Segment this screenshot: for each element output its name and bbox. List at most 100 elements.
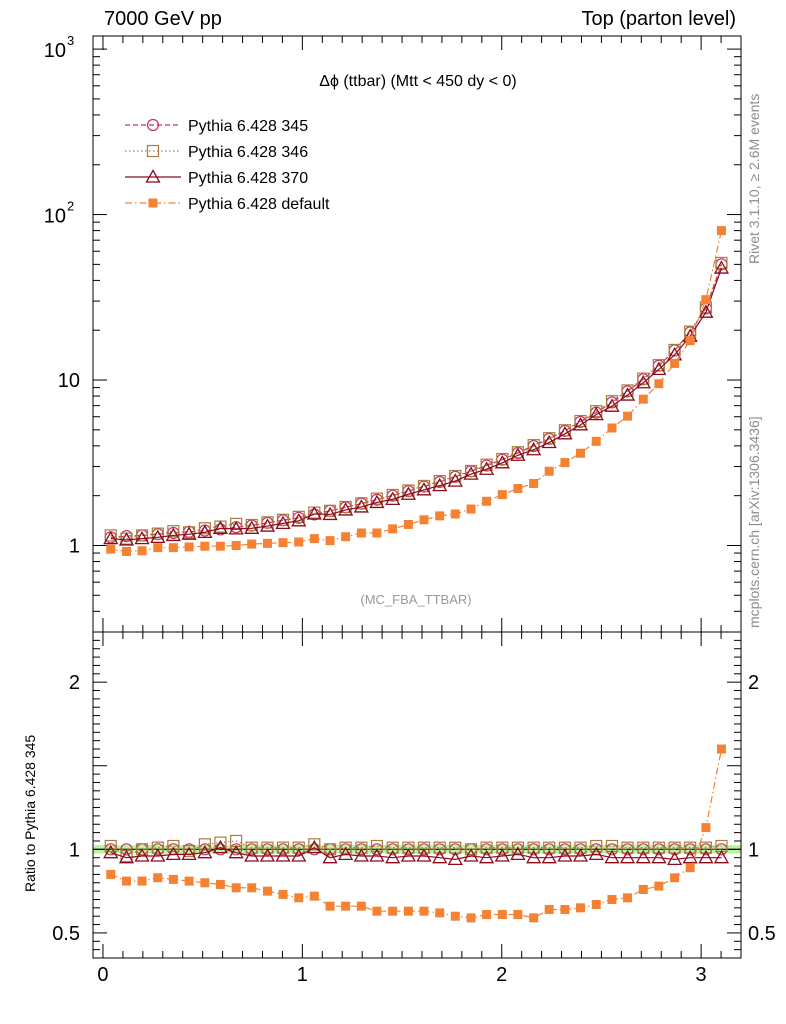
ratio-data-point: [432, 849, 448, 864]
main-data-point: [386, 488, 399, 502]
legend-marker: [146, 118, 160, 132]
ratio-data-point: [480, 841, 493, 854]
ratio-data-point: [306, 839, 322, 854]
main-data-point: [588, 406, 604, 421]
x-tick-label: 1: [297, 964, 308, 986]
ratio-data-point: [635, 849, 651, 864]
ratio-data-point: [575, 903, 585, 913]
ratio-data-point: [482, 910, 492, 920]
main-data-point: [510, 447, 526, 461]
main-data-point: [134, 530, 150, 545]
ratio-data-point: [150, 848, 166, 862]
legend-marker: [146, 144, 160, 158]
main-data-point: [496, 452, 509, 466]
main-data-point: [511, 446, 524, 459]
main-data-point: [557, 425, 573, 440]
y-tick-label-right: 0.5: [748, 923, 776, 945]
ratio-data-point: [698, 849, 714, 864]
main-data-point: [544, 466, 554, 476]
main-data-point: [341, 532, 351, 542]
main-data-point: [121, 546, 131, 556]
ratio-data-point: [231, 883, 241, 893]
main-data-point: [325, 536, 335, 546]
ratio-data-point: [197, 844, 213, 859]
main-data-point: [591, 436, 601, 446]
analysis-watermark: (MC_FBA_TTBAR): [360, 592, 471, 607]
main-data-point: [200, 541, 210, 551]
ratio-series-line-3: [110, 748, 723, 919]
ratio-data-point: [134, 848, 150, 862]
main-data-point: [103, 530, 119, 545]
ratio-data-point: [572, 848, 589, 862]
main-data-point: [338, 502, 354, 516]
y-tick-exponent: 3: [67, 33, 74, 48]
main-data-point: [231, 540, 241, 550]
ratio-data-point: [637, 841, 650, 854]
main-data-point: [228, 521, 244, 535]
ratio-data-point: [435, 908, 445, 918]
main-data-point: [670, 358, 680, 368]
main-data-point: [638, 394, 648, 404]
main-data-point: [433, 474, 446, 488]
ratio-data-point: [558, 841, 572, 854]
legend-marker: [148, 198, 158, 208]
main-data-point: [294, 537, 304, 547]
main-data-point: [165, 527, 181, 542]
ratio-data-point: [623, 893, 633, 903]
main-data-point: [526, 441, 542, 456]
ratio-data-point: [386, 841, 399, 854]
main-data-point: [716, 226, 726, 236]
ratio-data-point: [651, 849, 667, 864]
main-data-point: [247, 539, 257, 549]
ratio-data-point: [106, 869, 116, 879]
ratio-data-point: [604, 849, 620, 864]
ratio-data-point: [168, 874, 178, 884]
y-tick-label-right: 2: [748, 672, 759, 694]
ratio-data-point: [165, 846, 181, 860]
y-tick-label: 10: [44, 206, 66, 228]
ratio-data-point: [511, 841, 524, 854]
ratio-data-point: [278, 889, 288, 899]
legend-marker: [145, 169, 161, 183]
main-data-point: [322, 506, 338, 521]
main-data-point: [416, 481, 432, 496]
main-data-point: [494, 454, 510, 469]
ratio-data-point: [541, 849, 557, 864]
ratio-data-point: [588, 846, 604, 860]
ratio-data-point: [338, 846, 354, 860]
ratio-data-point: [466, 913, 476, 923]
main-data-point: [560, 458, 570, 468]
ratio-data-point: [261, 841, 274, 854]
main-data-point: [385, 491, 401, 506]
main-data-point: [635, 374, 651, 389]
main-data-point: [604, 398, 620, 412]
ratio-data-point: [118, 849, 135, 864]
ratio-data-point: [137, 876, 147, 886]
main-data-point: [167, 525, 180, 538]
header-left: 7000 GeV pp: [104, 8, 222, 30]
ratio-data-point: [309, 891, 319, 901]
y-tick-label-right: 1: [748, 839, 759, 861]
ratio-data-point: [670, 873, 680, 883]
ratio-data-point: [215, 879, 225, 889]
ratio-data-point: [104, 839, 117, 853]
main-data-point: [685, 336, 695, 346]
ratio-data-point: [450, 911, 460, 921]
ratio-data-point: [291, 848, 307, 862]
ratio-data-point: [184, 876, 194, 886]
main-data-point: [388, 524, 398, 534]
main-data-point: [541, 434, 557, 449]
ratio-data-point: [591, 900, 601, 910]
main-data-point: [400, 486, 417, 500]
ratio-data-point: [275, 848, 291, 862]
ratio-data-point: [322, 849, 338, 864]
ratio-data-point: [153, 873, 163, 883]
main-data-point: [370, 492, 384, 505]
main-data-point: [482, 496, 492, 506]
main-data-point: [355, 497, 368, 510]
ratio-data-point: [607, 894, 617, 904]
ratio-data-point: [544, 905, 554, 915]
main-data-point: [513, 484, 523, 494]
y-tick-exponent: 2: [67, 199, 74, 214]
main-data-point: [309, 534, 319, 544]
